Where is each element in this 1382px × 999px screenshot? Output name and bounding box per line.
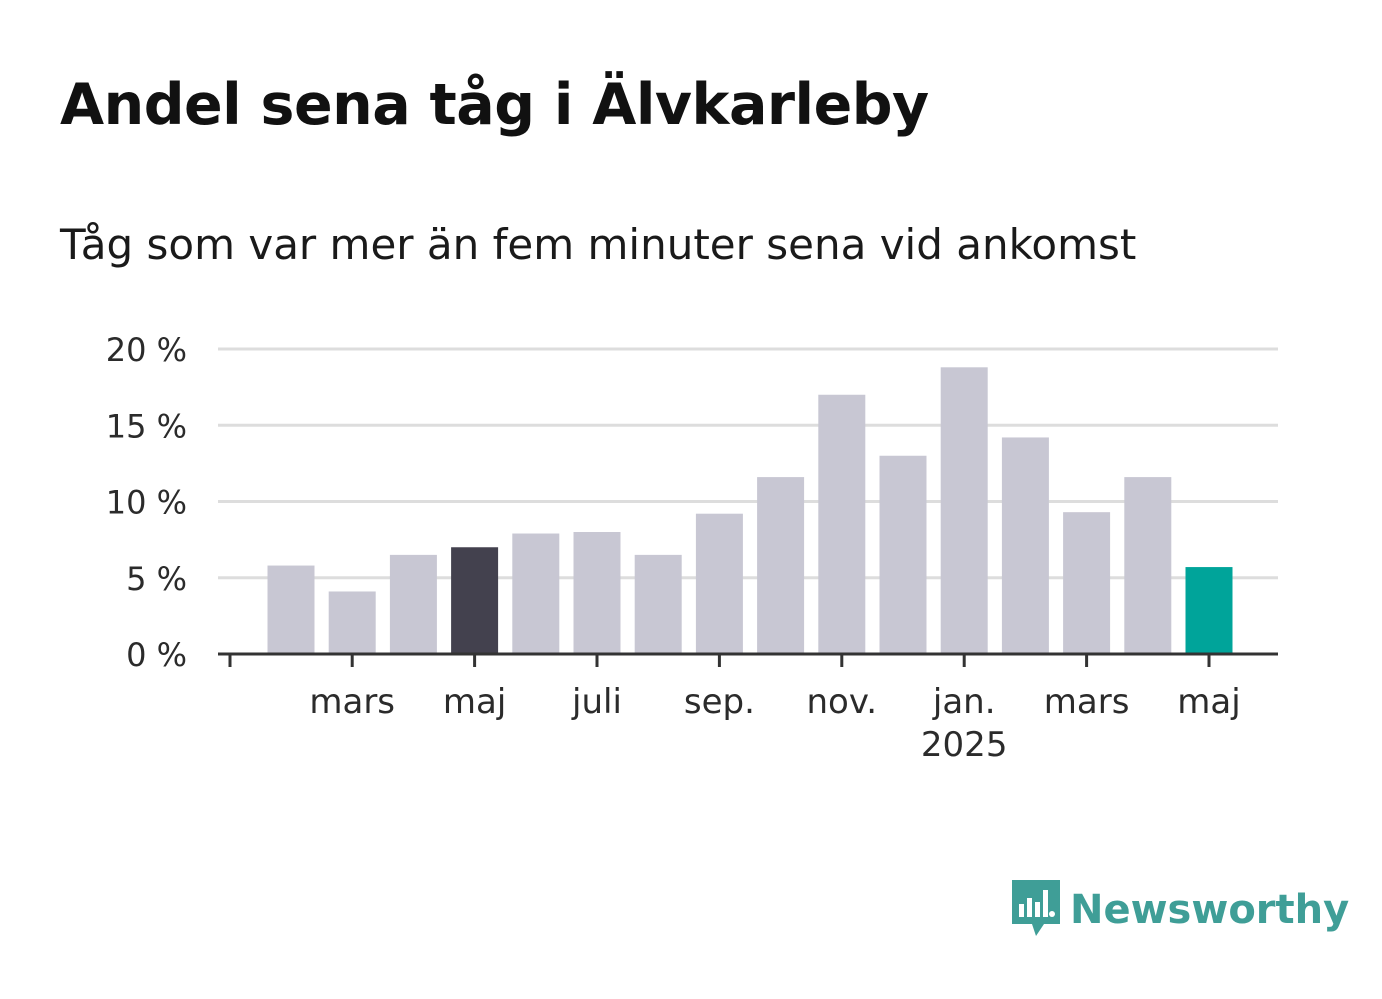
x-tick-label: maj — [1177, 682, 1240, 722]
bar-2024-10 — [757, 477, 805, 654]
y-tick-label: 20 % — [106, 331, 187, 369]
bar-2025-02 — [1001, 437, 1049, 654]
x-tick-label: jan. — [932, 682, 996, 722]
bars — [267, 367, 1233, 654]
newsworthy-bar-chart-icon — [1010, 878, 1062, 942]
x-tick-label: nov. — [806, 682, 877, 722]
bar-2024-05 — [451, 547, 499, 654]
chart-title: Andel sena tåg i Älvkarleby — [60, 72, 929, 138]
bar-2024-07 — [573, 532, 621, 654]
bar-2024-06 — [512, 533, 560, 654]
x-tick-label: sep. — [684, 682, 755, 722]
bar-2024-08 — [634, 554, 682, 654]
bar-2024-04 — [389, 554, 437, 654]
bar-2025-01 — [940, 367, 988, 654]
bar-2025-03 — [1063, 512, 1111, 654]
bar-2024-02 — [267, 565, 315, 654]
x-axis-ticks: mars maj juli sep. nov. jan.2025 mars maj — [309, 682, 1240, 765]
y-tick-label: 15 % — [106, 407, 187, 445]
bar-2025-05 — [1185, 567, 1233, 654]
x-tick-label: juli — [571, 682, 622, 722]
y-tick-label: 10 % — [106, 484, 187, 522]
bar-2025-04 — [1124, 477, 1172, 654]
bar-2024-03 — [328, 591, 376, 654]
x-tick-label: mars — [309, 682, 395, 722]
y-axis-ticks: 0 % 5 % 10 % 15 % 20 % — [106, 331, 187, 674]
x-tick-label: maj — [443, 682, 506, 722]
bar-2024-11 — [818, 394, 866, 654]
chart-subtitle: Tåg som var mer än fem minuter sena vid … — [60, 220, 1137, 269]
newsworthy-logo: Newsworthy — [1010, 878, 1349, 942]
gridlines — [218, 347, 1278, 580]
x-axis — [218, 652, 1278, 667]
bar-2024-09 — [695, 513, 743, 654]
x-tick-year-label: 2025 — [921, 725, 1008, 765]
y-tick-label: 0 % — [126, 636, 187, 674]
bar-2024-12 — [879, 455, 927, 654]
x-tick-label: mars — [1044, 682, 1130, 722]
y-tick-label: 5 % — [126, 560, 187, 598]
newsworthy-logo-text: Newsworthy — [1070, 887, 1350, 933]
